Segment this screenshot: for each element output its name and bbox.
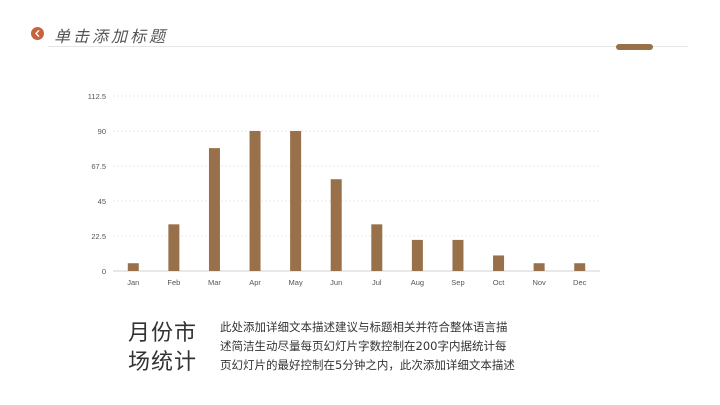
- x-tick-label: Sep: [451, 278, 464, 287]
- caption-title-line: 场统计: [128, 350, 198, 375]
- bar: [574, 263, 586, 271]
- bar: [330, 179, 342, 271]
- x-tick-label: Jan: [127, 278, 139, 287]
- caption-title: 月份市 场统计: [128, 319, 208, 377]
- caption-body-line: 此处添加详细文本描述建议与标题相关并符合整体语言描: [220, 320, 508, 334]
- bar: [452, 239, 464, 271]
- x-tick-label: Jul: [372, 278, 382, 287]
- y-tick-label: 90: [98, 127, 106, 136]
- bar: [411, 239, 423, 271]
- chevron-left-icon: [35, 30, 40, 37]
- bar: [493, 255, 505, 271]
- bar: [533, 263, 545, 271]
- bar: [290, 131, 302, 271]
- x-tick-label: Jun: [330, 278, 342, 287]
- caption-body: 此处添加详细文本描述建议与标题相关并符合整体语言描 述简洁生动尽量每页幻灯片字数…: [220, 318, 550, 375]
- slide-header: 单击添加标题: [0, 0, 720, 60]
- x-tick-label: May: [289, 278, 303, 287]
- bar: [127, 263, 139, 271]
- y-tick-label: 0: [102, 267, 106, 276]
- y-tick-label: 22.5: [91, 232, 106, 241]
- y-tick-label: 45: [98, 197, 106, 206]
- header-accent-bar: [616, 44, 653, 50]
- x-tick-label: Aug: [411, 278, 424, 287]
- x-tick-label: Mar: [208, 278, 221, 287]
- x-tick-label: Apr: [249, 278, 261, 287]
- bar: [249, 131, 261, 271]
- x-tick-label: Dec: [573, 278, 587, 287]
- bar: [168, 224, 180, 271]
- y-tick-label: 67.5: [91, 162, 106, 171]
- caption-body-line: 页幻灯片的最好控制在5分钟之内，此次添加详细文本描述: [220, 358, 515, 372]
- slide-title: 单击添加标题: [54, 27, 169, 46]
- x-tick-label: Feb: [167, 278, 180, 287]
- y-tick-label: 112.5: [88, 92, 106, 101]
- bar: [208, 148, 220, 271]
- bar-chart: 0 22.5 45 67.5 90 112.5 Jan Feb Mar Apr May Jun Jul A…: [88, 92, 600, 287]
- header-divider: [48, 46, 688, 47]
- bar: [371, 224, 383, 271]
- caption-body-line: 述简洁生动尽量每页幻灯片字数控制在200字内据统计每: [220, 339, 507, 353]
- back-button[interactable]: [31, 27, 44, 40]
- x-tick-label: Oct: [493, 278, 506, 287]
- caption-title-line: 月份市: [128, 321, 198, 346]
- x-tick-label: Nov: [532, 278, 546, 287]
